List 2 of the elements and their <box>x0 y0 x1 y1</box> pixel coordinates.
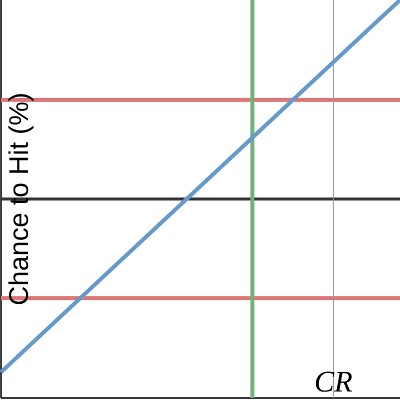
y-axis-title: Chance to Hit (%) <box>8 94 34 304</box>
annotation: CR <box>316 372 352 392</box>
